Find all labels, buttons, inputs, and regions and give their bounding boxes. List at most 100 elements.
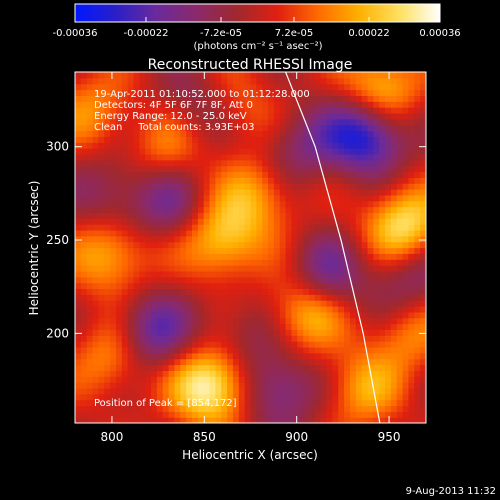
heatmap-cell: [174, 124, 181, 132]
heatmap-cell: [121, 259, 129, 266]
heatmap-cell: [110, 382, 117, 389]
heatmap-cell: [385, 253, 392, 260]
heatmap-cell: [192, 241, 199, 249]
heatmap-cell: [349, 358, 357, 366]
heatmap-cell: [373, 247, 380, 254]
heatmap-cell: [110, 405, 117, 412]
heatmap-cell: [121, 382, 129, 389]
heatmap-cell: [297, 194, 304, 202]
heatmap-cell: [256, 346, 263, 354]
heatmap-cell: [285, 253, 293, 260]
heatmap-cell: [221, 387, 228, 395]
heatmap-cell: [279, 306, 287, 313]
heatmap-cell: [104, 364, 111, 371]
heatmap-cell: [86, 265, 94, 272]
heatmap-cell: [268, 130, 275, 137]
heatmap-cell: [262, 253, 269, 260]
heatmap-cell: [92, 95, 99, 102]
heatmap-cell: [344, 288, 351, 295]
heatmap-cell: [385, 136, 392, 143]
heatmap-cell: [367, 171, 374, 178]
heatmap-cell: [162, 194, 170, 202]
heatmap-cell: [156, 364, 164, 371]
heatmap-cell: [344, 107, 351, 114]
heatmap-cell: [238, 358, 246, 366]
heatmap-cell: [139, 417, 146, 423]
heatmap-cell: [314, 393, 322, 401]
heatmap-cell: [367, 417, 374, 423]
heatmap-cell: [203, 323, 211, 330]
heatmap-cell: [186, 142, 193, 149]
heatmap-cell: [367, 405, 374, 412]
heatmap-cell: [197, 306, 205, 313]
heatmap-cell: [279, 364, 287, 371]
heatmap-cell: [390, 89, 398, 96]
heatmap-cell: [244, 341, 252, 348]
heatmap-cell: [75, 393, 82, 401]
heatmap-cell: [127, 177, 135, 184]
heatmap-cell: [162, 253, 170, 260]
heatmap-cell: [174, 358, 181, 366]
heatmap-cell: [361, 89, 369, 96]
heatmap-cell: [80, 118, 88, 126]
heatmap-cell: [396, 346, 404, 354]
heatmap-cell: [297, 294, 304, 301]
heatmap-cell: [373, 83, 380, 91]
heatmap-cell: [320, 364, 328, 371]
heatmap-cell: [127, 165, 135, 173]
heatmap-cell: [80, 265, 88, 272]
heatmap-cell: [133, 294, 140, 301]
heatmap-cell: [268, 165, 275, 173]
heatmap-cell: [279, 376, 287, 383]
heatmap-cell: [80, 107, 88, 114]
heatmap-cell: [145, 341, 152, 348]
heatmap-cell: [414, 112, 421, 120]
heatmap-cell: [86, 130, 94, 137]
heatmap-cell: [402, 142, 410, 149]
heatmap-cell: [151, 341, 158, 348]
heatmap-cell: [326, 311, 333, 319]
heatmap-cell: [139, 352, 146, 360]
heatmap-cell: [273, 101, 281, 108]
heatmap-cell: [203, 112, 211, 120]
heatmap-cell: [203, 165, 211, 173]
heatmap-cell: [396, 352, 404, 360]
heatmap-cell: [174, 72, 181, 79]
heatmap-cell: [285, 300, 293, 307]
heatmap-cell: [414, 165, 421, 173]
heatmap-cell: [349, 177, 357, 184]
heatmap-cell: [162, 112, 170, 120]
heatmap-cell: [197, 282, 205, 290]
heatmap-cell: [320, 253, 328, 260]
heatmap-cell: [151, 300, 158, 307]
heatmap-cell: [314, 241, 322, 249]
heatmap-cell: [75, 235, 82, 243]
heatmap-cell: [250, 77, 257, 85]
heatmap-cell: [297, 399, 304, 407]
heatmap-cell: [309, 387, 316, 395]
heatmap-cell: [215, 206, 222, 213]
heatmap-cell: [80, 300, 88, 307]
heatmap-cell: [414, 183, 421, 190]
heatmap-cell: [121, 352, 129, 360]
heatmap-cell: [268, 411, 275, 418]
heatmap-cell: [279, 83, 287, 91]
heatmap-cell: [273, 142, 281, 149]
heatmap-cell: [180, 323, 187, 330]
heatmap-cell: [121, 323, 129, 330]
heatmap-cell: [145, 206, 152, 213]
heatmap-cell: [420, 165, 426, 173]
heatmap-cell: [320, 165, 328, 173]
heatmap-cell: [279, 235, 287, 243]
heatmap-cell: [414, 259, 421, 266]
heatmap-cell: [238, 130, 246, 137]
heatmap-cell: [127, 393, 135, 401]
heatmap-cell: [203, 311, 211, 319]
heatmap-cell: [390, 153, 398, 161]
heatmap-cell: [379, 118, 386, 126]
heatmap-cell: [402, 276, 410, 284]
heatmap-cell: [344, 352, 351, 360]
heatmap-cell: [402, 270, 410, 278]
heatmap-cell: [390, 387, 398, 395]
heatmap-cell: [75, 417, 82, 423]
